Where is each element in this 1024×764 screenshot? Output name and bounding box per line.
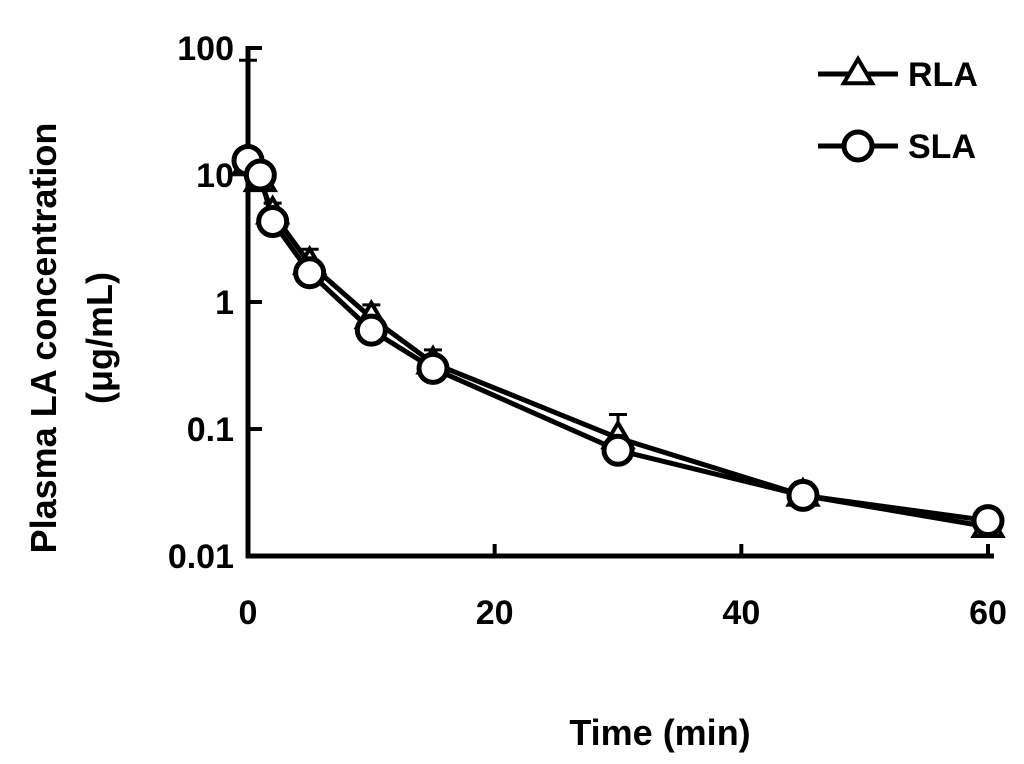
data-point-sla	[601, 433, 635, 467]
legend-label: SLA	[908, 128, 976, 166]
data-point-sla	[971, 504, 1005, 538]
data-point-sla	[243, 158, 277, 192]
data-point-sla	[293, 256, 327, 290]
data-series	[230, 58, 1006, 539]
series-sla	[231, 144, 1005, 538]
tick-labels: 0.01 0.1 1 10 100 0 20 40 60	[168, 30, 1007, 632]
x-axis-title: Time (min)	[569, 712, 750, 753]
axis-titles: Time (min) Plasma LA concentration (μg/m…	[23, 123, 751, 753]
legend-item-rla: RLA	[818, 55, 978, 94]
y-tick-label: 10	[196, 157, 234, 195]
legend-label: RLA	[908, 56, 978, 94]
axes	[245, 46, 994, 559]
data-point-sla	[354, 313, 388, 347]
y-axis-unit: (μg/mL)	[79, 272, 120, 404]
y-tick-label: 100	[177, 30, 234, 68]
legend-item-sla: SLA	[818, 128, 976, 166]
legend-marker-triangle	[840, 55, 876, 86]
y-axis-title: Plasma LA concentration	[23, 123, 64, 554]
x-tick-label: 40	[722, 594, 760, 632]
data-point-sla	[256, 205, 290, 239]
x-tick-label: 20	[476, 594, 514, 632]
data-point-sla	[416, 351, 450, 385]
y-tick-label: 0.01	[168, 538, 234, 576]
y-tick-label: 0.1	[187, 411, 234, 449]
x-tick-label: 0	[239, 594, 258, 632]
data-point-sla	[786, 478, 820, 512]
y-tick-label: 1	[215, 284, 234, 322]
legend: RLA SLA	[818, 55, 978, 166]
legend-marker-circle	[841, 129, 875, 163]
x-tick-label: 60	[969, 594, 1007, 632]
series-line-rla	[246, 163, 989, 530]
